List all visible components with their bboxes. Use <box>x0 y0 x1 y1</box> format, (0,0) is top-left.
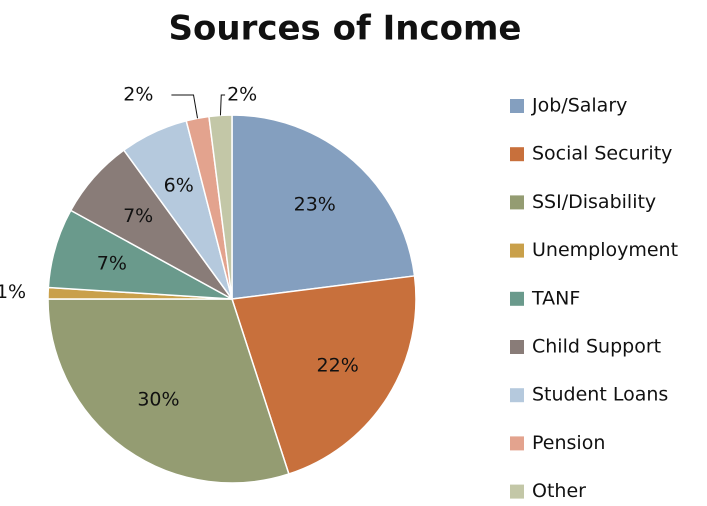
legend-label: Job/Salary <box>531 95 627 117</box>
pie-slice <box>47 298 290 484</box>
data-label: 7% <box>123 205 153 227</box>
leader-line <box>219 94 226 116</box>
legend-label: Unemployment <box>532 239 678 261</box>
leader-line <box>171 94 199 119</box>
data-label: 23% <box>294 194 336 216</box>
data-label: 22% <box>317 355 359 377</box>
data-label: 6% <box>164 174 194 196</box>
legend-swatch <box>510 484 524 499</box>
data-label: 2% <box>227 84 257 106</box>
legend-label: Student Loans <box>532 384 668 406</box>
data-label: 1% <box>0 281 26 303</box>
legend-label: Other <box>532 480 586 502</box>
data-label: 30% <box>137 389 179 411</box>
legend-label: TANF <box>531 287 580 309</box>
legend-label: Pension <box>532 432 605 454</box>
legend-swatch <box>510 195 524 210</box>
legend-swatch <box>510 388 524 403</box>
legend-swatch <box>510 340 524 354</box>
legend-label: SSI/Disability <box>532 191 656 213</box>
legend-swatch <box>510 436 524 451</box>
legend-label: Social Security <box>532 143 672 165</box>
legend-swatch <box>510 147 524 162</box>
chart-title: Sources of Income <box>169 9 522 49</box>
data-label: 7% <box>97 253 127 275</box>
pie-slice <box>231 114 416 300</box>
legend-label: Child Support <box>532 336 661 358</box>
legend-swatch <box>510 291 524 306</box>
pie-slice <box>231 275 417 475</box>
data-label: 2% <box>123 84 153 106</box>
legend-swatch <box>510 243 524 258</box>
pie-slice <box>208 114 233 300</box>
legend-swatch <box>510 99 524 113</box>
